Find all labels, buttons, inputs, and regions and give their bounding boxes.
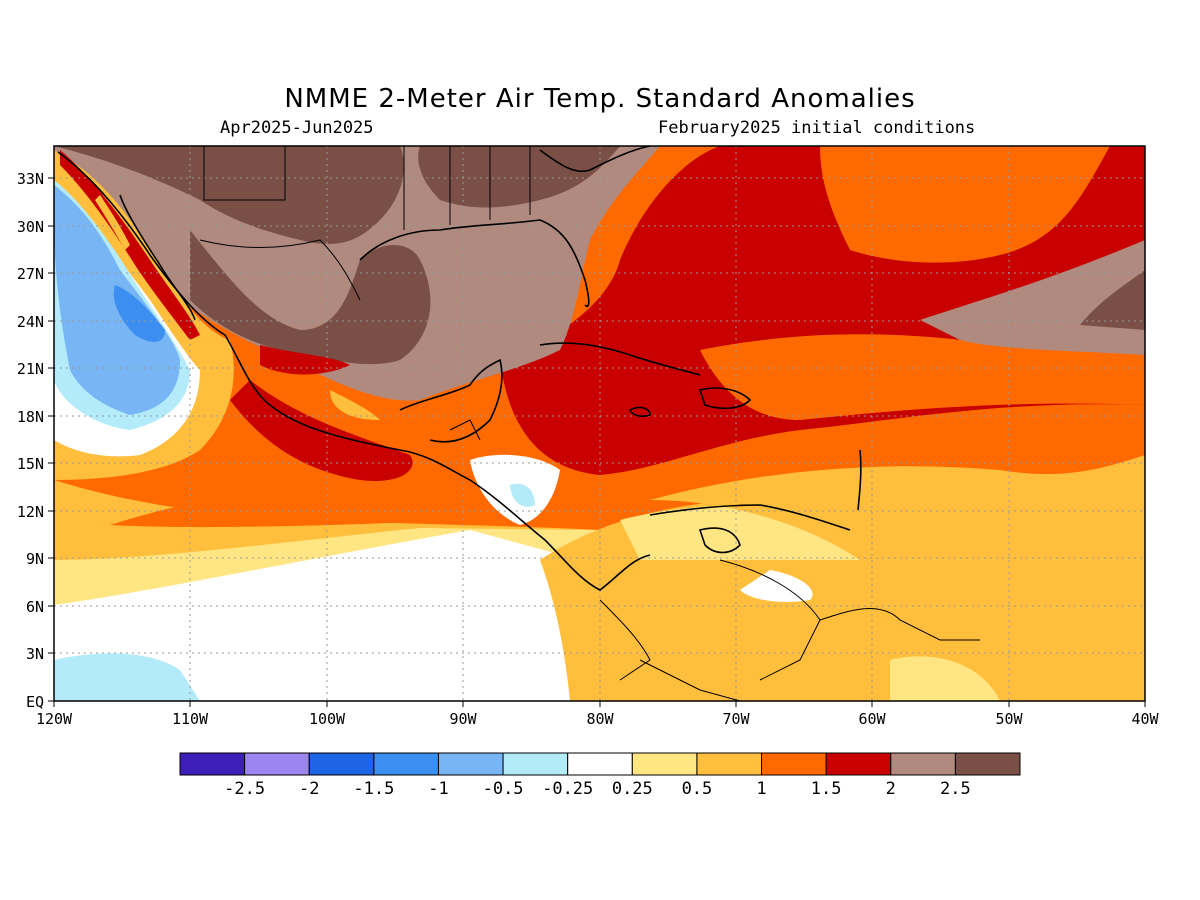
legend-label: 2.5 — [940, 779, 971, 799]
legend-label: 0.25 — [612, 779, 653, 799]
coastlines — [57, 146, 862, 591]
borders — [199, 146, 980, 701]
lon-label: 80W — [586, 710, 614, 728]
legend-label: -2.5 — [224, 779, 265, 799]
legend-label: -1.5 — [353, 779, 394, 799]
lat-label: 9N — [26, 550, 44, 568]
lat-label: 18N — [17, 408, 44, 426]
legend-swatch — [761, 752, 827, 776]
legend-swatch — [179, 752, 246, 776]
lon-label: 70W — [722, 710, 750, 728]
lat-label: 24N — [17, 313, 44, 331]
lon-label: 100W — [309, 710, 346, 728]
legend-swatch — [696, 752, 763, 776]
legend-swatch — [954, 752, 1021, 776]
legend-swatch — [567, 752, 633, 776]
lon-label: 40W — [1131, 710, 1159, 728]
initial-conditions: February2025 initial conditions — [658, 118, 976, 138]
lat-label: 27N — [17, 265, 44, 283]
color-legend: -2.5 -2 -1.5 -1 -0.5 -0.25 0.25 0.5 1 1.5 2 2.5 — [179, 752, 1021, 799]
forecast-period: Apr2025-Jun2025 — [220, 118, 374, 138]
lat-label: 6N — [26, 598, 44, 616]
lat-label: 3N — [26, 645, 44, 663]
legend-label: 1 — [756, 779, 766, 799]
graticule — [54, 146, 1145, 701]
latitude-labels: EQ 3N 6N 9N 12N 15N 18N 21N 24N 27N 30N … — [17, 170, 44, 711]
lon-label: 110W — [172, 710, 209, 728]
legend-swatch — [631, 752, 698, 776]
legend-swatch — [890, 752, 956, 776]
lon-label: 120W — [36, 710, 73, 728]
map-title: NMME 2-Meter Air Temp. Standard Anomalie… — [284, 84, 916, 114]
lat-label: 12N — [17, 503, 44, 521]
legend-label: 2 — [886, 779, 896, 799]
legend-swatch — [373, 752, 439, 776]
legend-swatch — [437, 752, 504, 776]
legend-label: 0.5 — [682, 779, 713, 799]
lat-label: 15N — [17, 455, 44, 473]
axis-ticks — [48, 177, 1146, 707]
legend-label: -1 — [428, 779, 448, 799]
legend-label: 1.5 — [811, 779, 842, 799]
lat-label: 21N — [17, 360, 44, 378]
lon-label: 50W — [995, 710, 1023, 728]
legend-swatch — [244, 752, 310, 776]
lat-label: 33N — [17, 170, 44, 188]
legend-label: -0.25 — [542, 779, 593, 799]
longitude-labels: 120W 110W 100W 90W 80W 70W 60W 50W 40W — [36, 710, 1160, 728]
lon-label: 60W — [858, 710, 886, 728]
lat-label: EQ — [26, 693, 44, 711]
lat-label: 30N — [17, 218, 44, 236]
legend-label: -2 — [299, 779, 319, 799]
legend-swatch — [825, 752, 892, 776]
lon-label: 90W — [449, 710, 477, 728]
legend-swatch — [502, 752, 569, 776]
legend-label: -0.5 — [483, 779, 524, 799]
legend-swatch — [308, 752, 375, 776]
